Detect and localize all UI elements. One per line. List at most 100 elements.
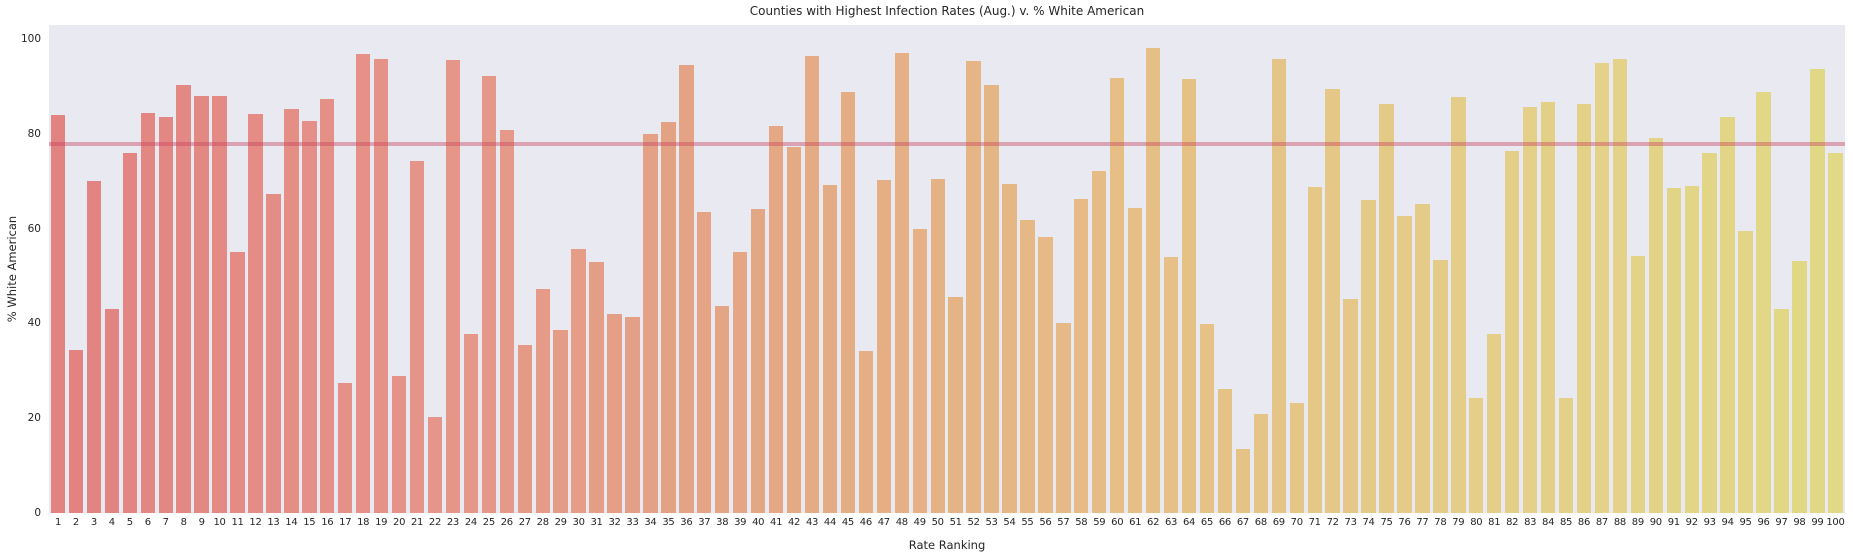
bar — [1738, 231, 1753, 513]
bar — [1271, 58, 1286, 513]
y-tick-label: 20 — [27, 412, 41, 425]
bar — [284, 108, 299, 513]
bar — [1810, 69, 1825, 513]
x-tick-label: 42 — [787, 517, 801, 528]
bar — [625, 316, 640, 513]
bar-slot — [588, 25, 606, 513]
bar — [499, 130, 514, 513]
bar — [1469, 397, 1484, 513]
bar-slot — [767, 25, 785, 513]
x-tick-label: 10 — [213, 517, 226, 528]
x-tick-label: 64 — [1182, 517, 1196, 528]
bar-slot — [839, 25, 857, 513]
bar-slot — [893, 25, 911, 513]
x-tick-label: 59 — [1093, 517, 1106, 528]
bar-slot — [1521, 25, 1539, 513]
x-tick-label: 43 — [805, 517, 819, 528]
bar — [930, 179, 945, 513]
x-tick-label: 44 — [823, 517, 837, 528]
x-tick-label: 21 — [410, 517, 424, 528]
bar — [1684, 185, 1699, 513]
bar-slot — [1611, 25, 1629, 513]
bar — [1056, 322, 1071, 513]
bar — [1522, 107, 1538, 513]
bar-slot — [1485, 25, 1503, 513]
bar-slot — [857, 25, 875, 513]
bar — [212, 96, 227, 513]
bar-slot — [1395, 25, 1413, 513]
bar-slot — [1647, 25, 1665, 513]
bar-slot — [749, 25, 767, 513]
x-tick-label: 80 — [1470, 517, 1483, 528]
bar — [68, 349, 84, 513]
x-tick-label: 18 — [357, 517, 370, 528]
bar — [1145, 47, 1161, 513]
x-tick-label: 94 — [1721, 517, 1734, 528]
bar-slot — [929, 25, 947, 513]
x-tick-label: 3 — [90, 517, 97, 528]
bar-slot — [300, 25, 318, 513]
bar — [50, 115, 66, 513]
bar — [122, 152, 137, 513]
bar — [1289, 403, 1304, 513]
bar-slot — [659, 25, 677, 513]
bar — [1343, 299, 1358, 513]
bar-slot — [372, 25, 390, 513]
bars-container — [49, 25, 1845, 513]
bar-slot — [103, 25, 121, 513]
x-tick-label: 74 — [1362, 517, 1375, 528]
x-tick-label: 19 — [375, 517, 388, 528]
bar — [1487, 334, 1502, 513]
bar-slot — [246, 25, 264, 513]
bar — [1720, 116, 1735, 513]
y-tick-label: 100 — [20, 33, 41, 46]
bar — [356, 54, 371, 513]
bar-slot — [1090, 25, 1108, 513]
bar-slot — [462, 25, 480, 513]
reference-line — [49, 142, 1845, 147]
x-tick-label: 90 — [1649, 517, 1662, 528]
x-tick-label: 37 — [698, 517, 711, 528]
x-tick-label: 71 — [1308, 517, 1321, 528]
bar — [1702, 152, 1717, 513]
bar-slot — [1773, 25, 1791, 513]
y-tick-label: 60 — [27, 222, 41, 235]
x-tick-label: 95 — [1739, 517, 1752, 528]
bar-slot — [139, 25, 157, 513]
bar-slot — [1629, 25, 1647, 513]
x-tick-label: 8 — [180, 517, 187, 528]
bar — [858, 350, 874, 513]
bar-slot — [516, 25, 534, 513]
x-tick-label: 96 — [1757, 517, 1770, 528]
bar-slot — [821, 25, 839, 513]
chart-title: Counties with Highest Infection Rates (A… — [749, 4, 1145, 18]
x-tick-label: 93 — [1703, 517, 1716, 528]
bar-slot — [983, 25, 1001, 513]
bar-slot — [1826, 25, 1844, 513]
bar-slot — [731, 25, 749, 513]
bar-slot — [318, 25, 336, 513]
x-tick-label: 65 — [1200, 517, 1214, 528]
x-tick-label: 63 — [1165, 517, 1178, 528]
x-tick-label: 88 — [1613, 517, 1626, 528]
bar — [86, 181, 102, 513]
bar-slot — [480, 25, 498, 513]
bar — [1325, 89, 1340, 513]
bar — [1540, 102, 1556, 513]
bar — [1127, 208, 1143, 513]
bar-slot — [534, 25, 552, 513]
bar — [373, 59, 389, 513]
x-tick-label: 67 — [1236, 517, 1249, 528]
y-tick-label: 80 — [27, 127, 41, 140]
bar-slot — [282, 25, 300, 513]
x-tick-label: 98 — [1793, 517, 1806, 528]
bar-slot — [1575, 25, 1593, 513]
x-tick-label: 68 — [1254, 517, 1267, 528]
bar — [1415, 204, 1430, 513]
x-tick-label: 13 — [267, 517, 280, 528]
bar — [140, 112, 155, 513]
x-tick-label: 49 — [913, 517, 926, 528]
bar — [463, 333, 479, 513]
bar-slot — [641, 25, 659, 513]
